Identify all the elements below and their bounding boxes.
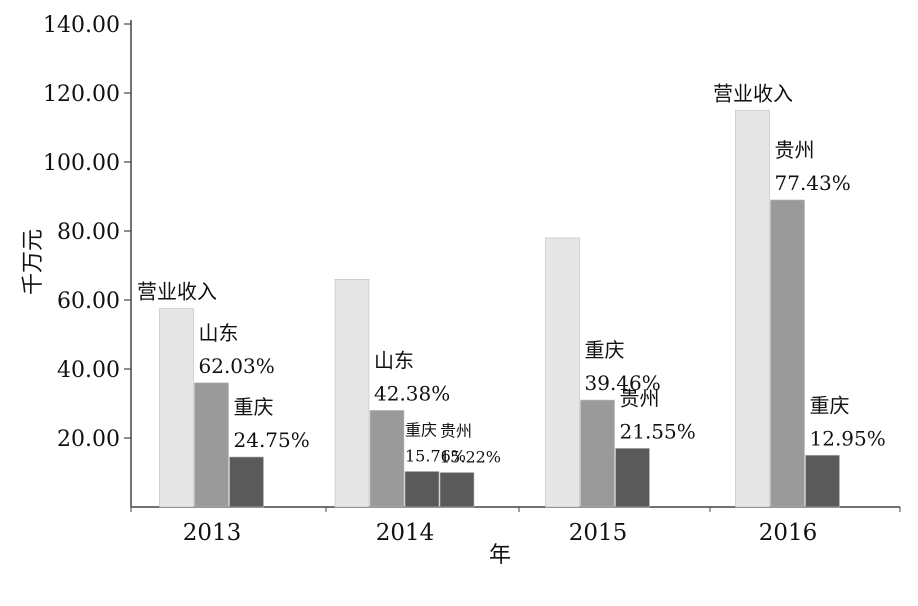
bar-2014-3 xyxy=(439,472,475,508)
y-tick-label: 40.00 xyxy=(57,358,120,383)
bar-annotation: 重庆 xyxy=(234,395,274,419)
bar-2013-2 xyxy=(229,456,264,508)
y-axis-ticks: 20.00 40.00 60.00 80.00 100.00 120.00 140.00 xyxy=(43,13,131,452)
y-tick-label: 140.00 xyxy=(43,13,120,38)
bar-annotation: 12.95% xyxy=(810,426,886,450)
y-tick-label: 100.00 xyxy=(43,151,120,176)
bar-annotation: 77.43% xyxy=(775,171,851,195)
bar-2014-0 xyxy=(334,278,370,508)
x-axis-ticks: 2013 2014 2015 2016 xyxy=(130,507,901,546)
y-tick-label: 80.00 xyxy=(57,220,120,245)
bar-annotation: 贵州 xyxy=(775,138,815,162)
x-tick-label: 2013 xyxy=(183,520,242,546)
bar-annotation: 山东 xyxy=(374,348,414,372)
bar-annotation: 重庆 xyxy=(810,393,850,417)
bar-groups xyxy=(159,109,840,508)
y-tick-label: 20.00 xyxy=(57,427,120,452)
bar-annotation: 重庆 xyxy=(405,420,437,439)
bar-annotation: 15.22% xyxy=(440,448,501,467)
bar-annotation: 62.03% xyxy=(199,354,275,378)
bar-2015-2 xyxy=(615,448,650,508)
bar-annotation: 42.38% xyxy=(374,381,450,405)
bar-annotation: 贵州 xyxy=(440,422,472,441)
y-axis-title: 千万元 xyxy=(21,229,46,295)
bar-annotation: 营业收入 xyxy=(137,280,217,304)
bar-2015-0 xyxy=(545,237,580,508)
bar-2016-1 xyxy=(770,199,805,508)
x-tick-label: 2014 xyxy=(376,520,435,546)
bar-2013-1 xyxy=(194,382,229,508)
bar-2013-0 xyxy=(159,308,194,508)
bar-2014-1 xyxy=(369,410,405,508)
y-tick-label: 60.00 xyxy=(57,289,120,314)
bar-annotation: 贵州 xyxy=(620,386,660,410)
bar-annotation: 24.75% xyxy=(234,428,310,452)
bar-annotation: 山东 xyxy=(199,321,239,345)
bar-annotation: 重庆 xyxy=(585,338,625,362)
bar-annotation: 39.46% xyxy=(585,371,661,395)
x-tick-label: 2016 xyxy=(759,520,818,546)
x-tick-label: 2015 xyxy=(569,520,628,546)
x-axis-title: 年 xyxy=(489,543,511,568)
bar-2016-0 xyxy=(735,109,770,508)
bar-annotation: 21.55% xyxy=(620,419,696,443)
bar-2015-1 xyxy=(580,399,615,508)
y-tick-label: 120.00 xyxy=(43,82,120,107)
bar-annotation: 15.76% xyxy=(405,446,466,465)
bar-annotation: 营业收入 xyxy=(713,81,793,105)
bar-2014-2 xyxy=(404,471,440,508)
bar-2016-2 xyxy=(805,454,840,508)
